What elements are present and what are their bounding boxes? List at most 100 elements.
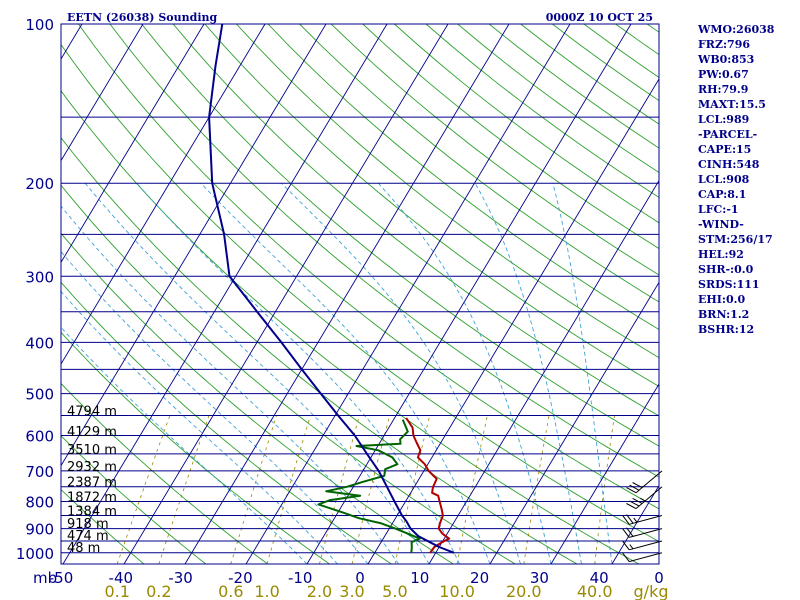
temperature-tick-label: -50 [49,569,74,587]
dry-adiabat [141,24,659,447]
chart-time: 0000Z 10 OCT 25 [546,11,653,24]
isotherm [0,24,21,564]
wind-barb [626,470,663,494]
temperature-tick-label: 40 [590,569,609,587]
mixing-ratio-label: 1.0 [254,582,279,600]
moist-adiabat [84,182,430,564]
parameter-line: SHR-:0.0 [698,263,754,276]
pressure-tick-label: 400 [25,334,54,352]
temperature-tick-label: 30 [530,569,549,587]
dry-adiabat [267,24,659,331]
wind-barb [622,527,663,538]
pressure-tick-label: 100 [25,16,54,34]
height-label: 4794 m [67,405,117,420]
wind-barb [626,486,663,510]
dry-adiabat [61,90,640,564]
height-label: 918 m [67,517,109,532]
moist-adiabat [136,182,460,564]
moist-adiabat [61,290,338,564]
parameter-line: SRDS:111 [698,278,760,291]
mixing-ratio-label: 10.0 [439,582,475,600]
mixing-ratio-line [116,415,171,564]
mixing-ratio-label: 3.0 [339,582,364,600]
wind-barb [622,552,663,563]
temperature-tick-label: 20 [470,569,489,587]
dry-adiabat [61,184,516,564]
dry-adiabat [172,24,659,417]
temperature-tick-label: -20 [228,569,253,587]
dry-adiabat [61,435,207,564]
moist-adiabat [200,182,491,564]
dry-adiabat [236,24,659,359]
dry-adiabat [362,24,659,250]
dry-adiabat [109,24,659,478]
mixing-ratio-line [158,415,210,564]
dry-adiabat [61,488,145,564]
height-label: 474 m [67,529,109,544]
mixing-ratio-line [230,415,277,564]
moist-adiabat [281,182,521,564]
temperature-tick-label: -40 [109,569,134,587]
isotherm [123,24,449,564]
mixing-ratio-line [351,415,391,564]
parameter-line: CAP:8.1 [698,188,747,201]
pressure-tick-label: 300 [25,268,54,286]
pressure-tick-label: 600 [25,428,54,446]
isotherm [61,24,205,264]
sounding-parameters: WMO:26038 FRZ:796 WB0:853 PW:0.67 RH:79.9 MAX… [698,22,774,337]
parameter-line: WB0:853 [698,53,755,66]
pressure-tick-label: 800 [25,494,54,512]
parameter-line: EHI:0.0 [698,293,746,306]
mixing-ratio-label: 20.0 [506,582,542,600]
mixing-ratio-label: 0.1 [104,582,129,600]
moist-adiabat [61,205,399,564]
parameter-line: BSHR:12 [698,323,755,336]
isotherm [61,24,144,162]
parameter-line: WMO:26038 [698,23,775,36]
mixing-ratio-line [594,415,615,564]
moist-adiabat [378,182,552,564]
temperature-tick-label: 10 [410,569,429,587]
mixing-ratio-line [266,415,311,564]
isotherm [61,24,266,365]
dry-adiabat [61,232,454,564]
mixing-ratio-unit: g/kg [634,582,669,600]
wind-barb [622,540,663,551]
parameter-line: CAPE:15 [698,143,752,156]
parameter-line: LFC:-1 [698,203,739,216]
chart-title: EETN (26038) Sounding [67,11,217,24]
parcel-profile [208,24,455,554]
parameter-line: LCL:989 [698,113,750,126]
height-label: 1384 m [67,504,117,519]
parameter-line: RH:79.9 [698,83,749,96]
isotherm [428,179,659,564]
height-label: 1872 m [67,490,117,505]
parameter-line: HEL:92 [698,248,744,261]
dry-adiabat [78,24,659,510]
parameter-line: MAXT:15.5 [698,98,766,111]
parameter-line: BRN:1.2 [698,308,750,321]
temperature-tick-label: 0 [654,569,664,587]
mixing-ratio-line [456,415,488,564]
isotherm [62,24,388,564]
mixing-ratio-label: 40.0 [577,582,613,600]
isotherm [245,24,571,564]
mixing-ratio-label: 0.2 [146,582,171,600]
height-label: 4129 m [67,425,117,440]
isotherm [489,281,659,564]
height-label: 2932 m [67,460,117,475]
dry-adiabat [61,382,268,564]
pressure-unit-label: mb [33,569,57,587]
parameter-line: STM:256/17 [698,233,773,246]
isotherm [184,24,510,564]
mixing-ratio-line [523,415,550,564]
moist-adiabat [61,250,369,564]
pressure-tick-label: 900 [25,521,54,539]
parameter-line: PW:0.67 [698,68,749,81]
height-label: 48 m [67,541,100,556]
dry-adiabat [61,281,392,564]
dry-adiabat [330,24,659,276]
